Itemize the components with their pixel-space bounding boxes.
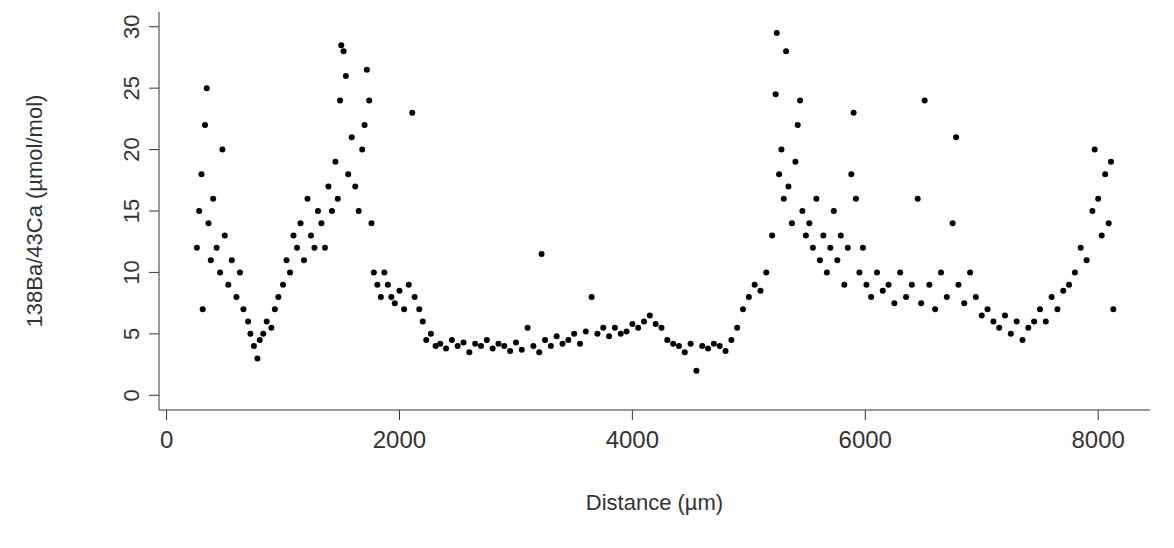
svg-text:0: 0 xyxy=(160,426,173,453)
svg-text:8000: 8000 xyxy=(1071,426,1124,453)
svg-text:5: 5 xyxy=(119,328,144,340)
svg-text:10: 10 xyxy=(119,260,144,284)
svg-text:15: 15 xyxy=(119,199,144,223)
svg-text:0: 0 xyxy=(119,389,144,401)
svg-text:Distance (µm): Distance (µm) xyxy=(586,490,723,515)
svg-text:2000: 2000 xyxy=(373,426,426,453)
svg-text:4000: 4000 xyxy=(606,426,659,453)
svg-text:138Ba/43Ca (µmol/mol): 138Ba/43Ca (µmol/mol) xyxy=(22,95,47,328)
svg-text:6000: 6000 xyxy=(839,426,892,453)
svg-text:25: 25 xyxy=(119,76,144,100)
svg-text:30: 30 xyxy=(119,14,144,38)
svg-text:20: 20 xyxy=(119,137,144,161)
